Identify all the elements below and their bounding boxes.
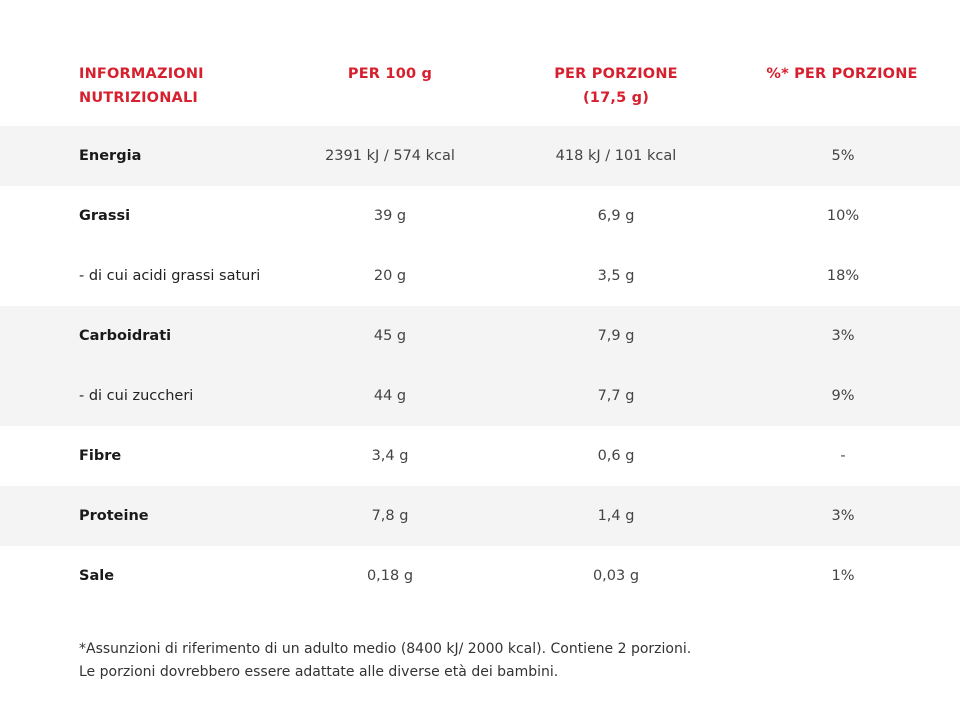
header-per-100g: PER 100 g xyxy=(347,66,433,82)
row-percent: 10% xyxy=(826,208,860,224)
row-per-100g: 2391 kJ / 574 kcal xyxy=(325,148,455,164)
row-per-portion: 0,03 g xyxy=(592,568,640,584)
header-per-portion-line1: PER PORZIONE xyxy=(554,66,678,82)
header-percent-per-portion: %* PER PORZIONE xyxy=(766,66,918,82)
table-body: Energia 2391 kJ / 574 kcal 418 kJ / 101 … xyxy=(0,126,960,606)
row-label: - di cui acidi grassi saturi xyxy=(79,268,261,284)
row-per-100g: 39 g xyxy=(373,208,407,224)
row-per-portion: 418 kJ / 101 kcal xyxy=(555,148,677,164)
table-row: Grassi 39 g 6,9 g 10% xyxy=(0,186,960,246)
row-per-100g: 20 g xyxy=(373,268,407,284)
header-nutrition-info-line2: NUTRIZIONALI xyxy=(79,90,198,106)
row-per-portion: 6,9 g xyxy=(597,208,635,224)
table-row: - di cui zuccheri 44 g 7,7 g 9% xyxy=(0,366,960,426)
table-header: INFORMAZIONI NUTRIZIONALI PER 100 g PER … xyxy=(0,0,960,126)
row-per-portion: 3,5 g xyxy=(597,268,635,284)
row-label: Carboidrati xyxy=(79,328,172,344)
row-per-portion: 1,4 g xyxy=(597,508,635,524)
row-per-100g: 44 g xyxy=(373,388,407,404)
row-label: - di cui zuccheri xyxy=(79,388,194,404)
header-per-portion: PER PORZIONE (17,5 g) xyxy=(516,62,716,110)
footnote-line1: *Assunzioni di riferimento di un adulto … xyxy=(79,641,692,657)
footnote: *Assunzioni di riferimento di un adulto … xyxy=(79,638,899,684)
table-row: Sale 0,18 g 0,03 g 1% xyxy=(0,546,960,606)
table-row: Carboidrati 45 g 7,9 g 3% xyxy=(0,306,960,366)
nutrition-table: INFORMAZIONI NUTRIZIONALI PER 100 g PER … xyxy=(0,0,960,584)
row-label: Fibre xyxy=(79,448,122,464)
table-row: Fibre 3,4 g 0,6 g - xyxy=(0,426,960,486)
row-per-100g: 7,8 g xyxy=(371,508,409,524)
row-percent: 3% xyxy=(831,508,855,524)
row-label: Sale xyxy=(79,568,115,584)
header-per-portion-line2: (17,5 g) xyxy=(582,90,650,106)
row-percent: 3% xyxy=(831,328,855,344)
row-percent: 1% xyxy=(831,568,855,584)
table-row: Energia 2391 kJ / 574 kcal 418 kJ / 101 … xyxy=(0,126,960,186)
header-nutrition-info-line1: INFORMAZIONI xyxy=(79,66,204,82)
row-per-portion: 7,9 g xyxy=(597,328,635,344)
row-percent: - xyxy=(840,448,846,464)
footnote-line2: Le porzioni dovrebbero essere adattate a… xyxy=(79,664,559,680)
row-per-100g: 45 g xyxy=(373,328,407,344)
row-percent: 9% xyxy=(831,388,855,404)
table-row: - di cui acidi grassi saturi 20 g 3,5 g … xyxy=(0,246,960,306)
row-per-portion: 0,6 g xyxy=(597,448,635,464)
row-label: Energia xyxy=(79,148,142,164)
row-label: Proteine xyxy=(79,508,149,524)
header-nutrition-info: INFORMAZIONI NUTRIZIONALI xyxy=(79,62,299,110)
row-per-100g: 3,4 g xyxy=(371,448,409,464)
row-percent: 18% xyxy=(826,268,860,284)
row-per-portion: 7,7 g xyxy=(597,388,635,404)
row-per-100g: 0,18 g xyxy=(366,568,414,584)
table-row: Proteine 7,8 g 1,4 g 3% xyxy=(0,486,960,546)
row-percent: 5% xyxy=(831,148,855,164)
row-label: Grassi xyxy=(79,208,131,224)
